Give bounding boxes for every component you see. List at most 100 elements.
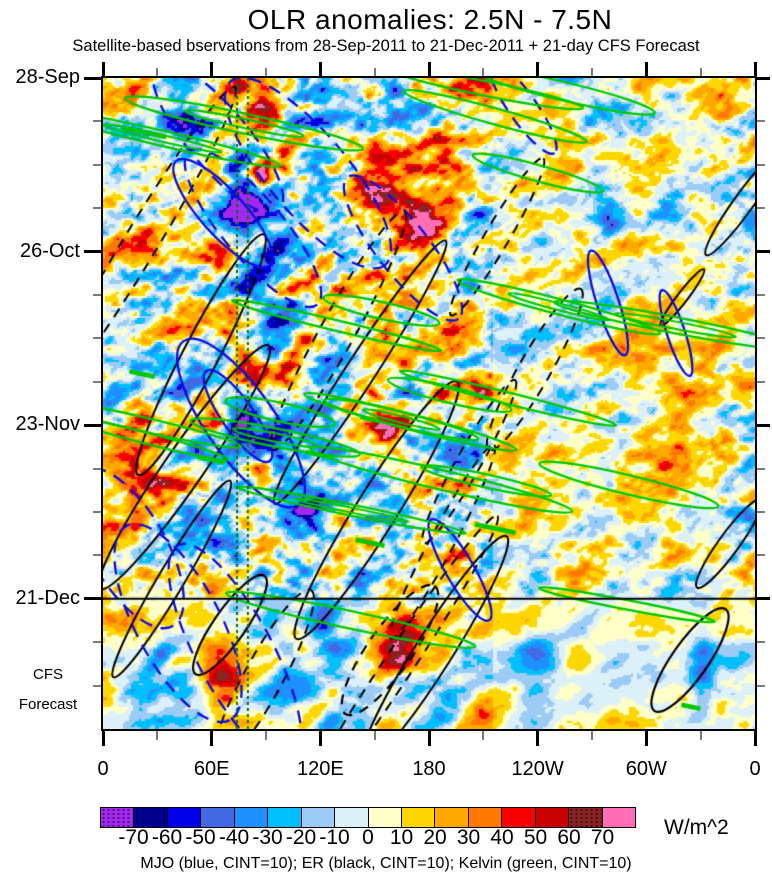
colorbar-segment (334, 808, 368, 827)
x-minor-tick-bottom (373, 731, 376, 740)
colorbar-segment (233, 808, 268, 827)
colorbar-tick-label: -60 (151, 826, 183, 849)
y-minor-tick-right (757, 294, 765, 296)
colorbar-segment (568, 808, 602, 827)
y-minor-tick-right (757, 337, 765, 340)
y-minor-tick-right (757, 511, 765, 513)
colorbar-tick-label: 40 (490, 826, 514, 849)
colorbar-tick-label: 30 (456, 826, 481, 849)
y-minor-tick-right (757, 163, 765, 166)
y-major-tick-left (84, 597, 101, 601)
x-minor-tick-top (699, 68, 702, 76)
x-minor-tick-bottom (482, 731, 485, 740)
colorbar-unit-label: W/m^2 (664, 816, 729, 839)
x-major-tick-top (101, 62, 105, 76)
x-tick-label: 180 (412, 758, 446, 780)
y-minor-tick-left (93, 294, 101, 296)
x-minor-tick-top (482, 68, 485, 76)
page-title: OLR anomalies: 2.5N - 7.5N (247, 4, 613, 35)
x-major-tick-bottom (536, 731, 540, 746)
y-major-tick-right (757, 76, 770, 80)
cfs-forecast-label: CFS Forecast (6, 660, 90, 720)
y-tick-label: 21-Dec (15, 586, 80, 609)
y-minor-tick-right (757, 120, 765, 123)
y-minor-tick-left (93, 684, 101, 687)
y-minor-tick-right (757, 207, 765, 210)
x-tick-label: 0 (749, 758, 761, 780)
colorbar-tick-label: -40 (218, 826, 250, 849)
colorbar-tick-label: -30 (252, 826, 283, 849)
x-major-tick-top (753, 62, 757, 76)
colorbar-segment (200, 808, 234, 827)
colorbar-tick-label: -10 (319, 826, 350, 849)
colorbar-segment (101, 808, 134, 827)
colorbar-tick-label: 10 (389, 826, 414, 849)
y-major-tick-right (757, 250, 770, 254)
y-minor-tick-left (93, 554, 101, 557)
y-minor-tick-left (93, 641, 101, 644)
colorbar-segment (534, 808, 569, 827)
colorbar-segment (267, 808, 301, 827)
colorbar-segment (400, 808, 435, 827)
x-tick-label: 0 (97, 758, 109, 780)
colorbar (100, 807, 636, 828)
x-major-tick-bottom (210, 731, 214, 746)
cfs-forecast-label-line1: CFS (33, 666, 63, 683)
colorbar-tick-label: -50 (185, 826, 216, 849)
y-minor-tick-right (757, 641, 765, 644)
x-major-tick-bottom (753, 731, 757, 746)
x-minor-tick-bottom (591, 731, 593, 740)
figure-subtitle: Satellite-based bservations from 28-Sep-… (72, 37, 700, 55)
y-tick-label: 28-Sep (15, 66, 81, 88)
x-major-tick-top (210, 62, 214, 76)
colorbar-tick-label: 0 (362, 826, 374, 849)
colorbar-segment (133, 808, 167, 827)
x-tick-label: 60E (193, 758, 230, 780)
colorbar-tick-label: -20 (285, 826, 317, 849)
y-minor-tick-left (93, 380, 101, 383)
colorbar-segment (501, 808, 535, 827)
x-major-tick-bottom (644, 731, 648, 746)
y-minor-tick-right (757, 467, 765, 470)
y-tick-label: 23-Nov (15, 413, 80, 436)
x-minor-tick-top (591, 68, 593, 76)
y-minor-tick-left (93, 163, 101, 166)
y-minor-tick-left (93, 120, 101, 123)
y-minor-tick-right (757, 684, 765, 687)
y-major-tick-left (84, 250, 101, 254)
x-minor-tick-bottom (699, 731, 702, 740)
y-minor-tick-right (757, 554, 765, 557)
colorbar-segment (601, 808, 635, 827)
x-major-tick-bottom (101, 731, 105, 746)
y-minor-tick-left (93, 207, 101, 210)
x-major-tick-top (318, 62, 322, 76)
contour-legend-text: MJO (blue, CINT=10); ER (black, CINT=10)… (140, 855, 632, 872)
y-minor-tick-left (93, 467, 101, 470)
hovmoller-heatmap-canvas (103, 78, 755, 729)
x-minor-tick-top (265, 68, 267, 76)
plot-frame (101, 76, 757, 731)
y-minor-tick-right (757, 380, 765, 383)
x-major-tick-bottom (427, 731, 431, 746)
colorbar-tick-label: 70 (590, 826, 615, 849)
colorbar-segment (434, 808, 468, 827)
colorbar-tick-label: 50 (523, 826, 548, 849)
x-minor-tick-bottom (265, 731, 267, 740)
colorbar-tick-label: -70 (118, 826, 149, 849)
cfs-forecast-label-line2: Forecast (18, 696, 78, 713)
colorbar-tick-label: 20 (423, 826, 447, 849)
x-minor-tick-bottom (156, 731, 159, 740)
x-tick-label: 120W (511, 758, 564, 780)
y-minor-tick-left (93, 337, 101, 340)
x-minor-tick-top (373, 68, 376, 76)
x-tick-label: 120E (296, 758, 344, 780)
colorbar-segment (367, 808, 401, 827)
x-major-tick-top (644, 62, 648, 76)
colorbar-segment (166, 808, 201, 827)
y-major-tick-left (84, 76, 101, 80)
y-tick-label: 26-Oct (19, 239, 80, 262)
y-minor-tick-left (93, 511, 101, 513)
x-minor-tick-top (156, 68, 159, 76)
x-major-tick-top (427, 62, 431, 76)
